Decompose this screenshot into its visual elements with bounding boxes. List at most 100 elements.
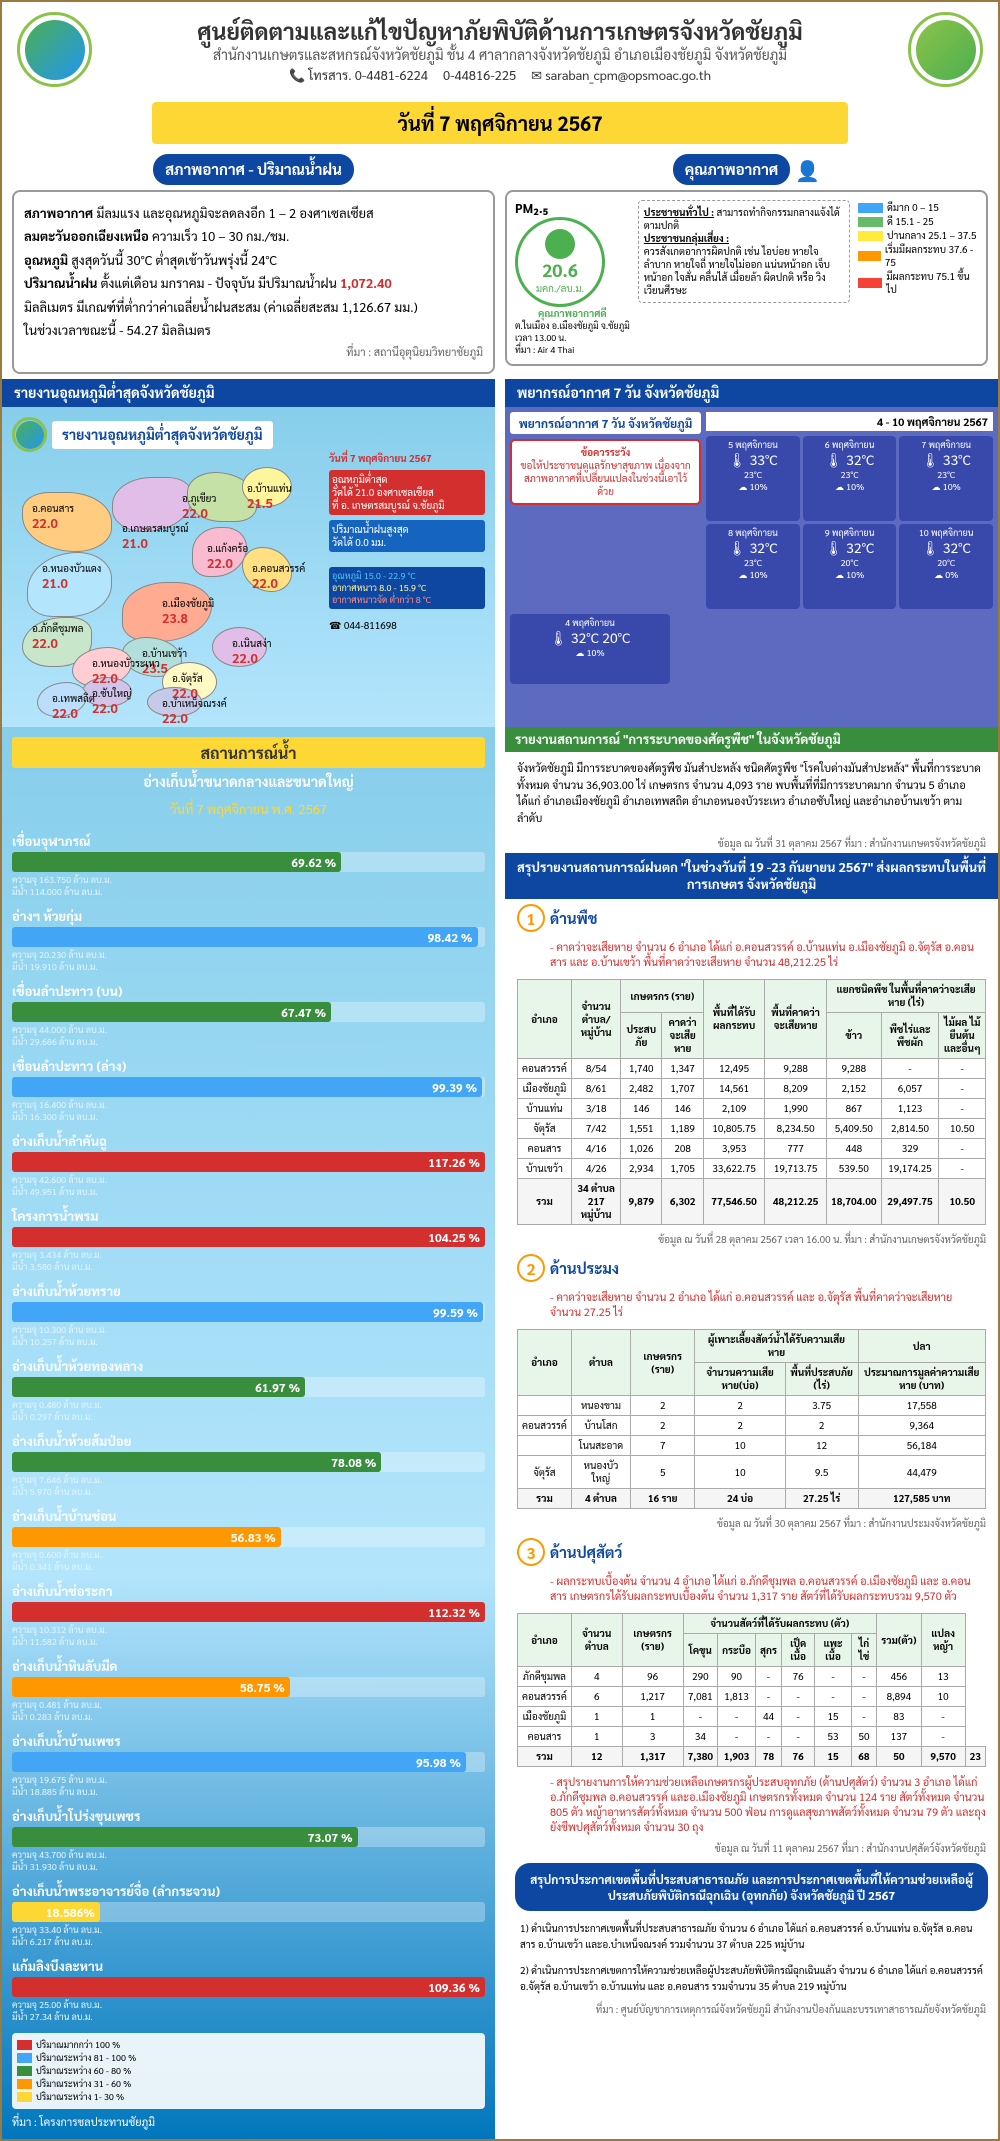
- reservoir-row: เขื่อนลำปะทาว (บน) 67.47 % ความจุ 44.000…: [12, 983, 485, 1048]
- district-label: อ.ซับใหญ่22.0: [92, 687, 131, 717]
- weather-header: สภาพอากาศ - ปริมาณน้ำฝน: [153, 154, 354, 185]
- table-row: คอนสวรรค์61,2177,0811,813----8,89410: [518, 1687, 986, 1707]
- reservoir-row: แก้มลิงบึงละหาน 109.36 % ความจุ 25.00 ล้…: [12, 1958, 485, 2023]
- page-subtitle: สำนักงานเกษตรและสหกรณ์จังหวัดชัยภูมิ ชั้…: [102, 46, 898, 64]
- forecast-banner: พยากรณ์อากาศ 7 วัน จังหวัดชัยภูมิ: [505, 379, 998, 407]
- district-label: อ.เมืองชัยภูมิ23.8: [162, 597, 214, 627]
- pest-banner: รายงานสถานการณ์ "การระบาดของศัตรูพืช" ใน…: [505, 727, 998, 752]
- weather-box: สภาพอากาศ มีลมแรง และอุณหภูมิจะลดลงอีก 1…: [12, 190, 495, 374]
- table-row: คอนสาร1334---5350137-: [518, 1727, 986, 1747]
- legend-item: ปานกลาง 25.1 – 37.5: [858, 229, 978, 242]
- pm25-box: PM₂.₅ 20.6 มคก./ลบ.ม. คุณภาพอากาศดี ต.ใน…: [505, 190, 988, 366]
- legend-item: ดี 15.1 - 25: [858, 215, 978, 228]
- forecast-card: 7 พฤศจิกายน🌡 33°C23°C☁ 10%: [899, 436, 993, 521]
- district-label: อ.เกษตรสมบูรณ์21.0: [122, 522, 188, 552]
- phone2: 0-44816-225: [443, 67, 516, 84]
- reservoir-row: โครงการน้ำพรม 104.25 % ความจุ 3.434 ล้าน…: [12, 1208, 485, 1273]
- logo-right: [908, 12, 983, 87]
- district-label: อ.ภูเขียว22.0: [182, 492, 216, 522]
- district-label: อ.แก้งคร้อ22.0: [207, 542, 248, 572]
- reservoir-row: อ่างเก็บน้ำห้วยทองหลาง 61.97 % ความจุ 0.…: [12, 1358, 485, 1423]
- district-label: อ.คอนสวรรค์22.0: [252, 562, 305, 592]
- temp-map-banner: รายงานอุณหภูมิต่ำสุดจังหวัดชัยภูมิ: [2, 379, 495, 407]
- district-label: อ.ภักดีชุมพล22.0: [32, 622, 83, 652]
- table-row: คอนสาร4/161,0262083,953777448329-: [518, 1139, 986, 1159]
- phone: 📞 โทรสาร. 0-4481-6224: [289, 67, 428, 84]
- legend-item: เริ่มมีผลกระทบ 37.6 - 75: [858, 243, 978, 269]
- reservoir-row: อ่างเก็บน้ำห้วยส้มป่อย 78.08 % ความจุ 7.…: [12, 1433, 485, 1498]
- smile-icon: [545, 229, 575, 259]
- legend-item: ปริมาณระหว่าง 60 - 80 %: [17, 2065, 480, 2077]
- legend-item: ปริมาณมากกว่า 100 %: [17, 2039, 480, 2051]
- crops-table: อำเภอจำนวนตำบล/หมู่บ้านเกษตรกร (ราย)พื้น…: [517, 979, 986, 1225]
- fish-table: อำเภอตำบลเกษตรกร (ราย)ผู้เพาะเลี้ยงสัตว์…: [517, 1329, 986, 1509]
- reservoir-row: เขื่อนลำปะทาว (ล่าง) 99.39 % ความจุ 16.4…: [12, 1058, 485, 1123]
- table-row: คอนสวรรค์บ้านโสก2229,364: [518, 1416, 986, 1436]
- temp-map: รายงานอุณหภูมิต่ำสุดจังหวัดชัยภูมิ: [2, 407, 495, 727]
- table-row: ภักดีชุมพล49629090-76--45613: [518, 1667, 986, 1687]
- district-label: อ.หนองบัวระเหว22.0: [92, 657, 160, 687]
- forecast-section: พยากรณ์อากาศ 7 วัน จังหวัดชัยภูมิ ข้อควร…: [505, 407, 998, 727]
- district-label: อ.เทพสถิต22.0: [52, 692, 95, 722]
- reservoir-row: อ่างเก็บน้ำบ้านช่อน 56.83 % ความจุ 0.600…: [12, 1508, 485, 1573]
- page-header: ศูนย์ติดตามและแก้ไขปัญหาภัยพิบัติด้านการ…: [2, 2, 998, 97]
- legend-item: ปริมาณระหว่าง 81 - 100 %: [17, 2052, 480, 2064]
- contact-row: 📞 โทรสาร. 0-4481-6224 0-44816-225 ✉ sara…: [102, 67, 898, 84]
- table-row: โนนสะอาด7101256,184: [518, 1436, 986, 1456]
- aqi-legend: ดีมาก 0 – 15ดี 15.1 - 25ปานกลาง 25.1 – 3…: [858, 200, 978, 356]
- table-row: บ้านแท่น3/181461462,1091,9908671,123-: [518, 1099, 986, 1119]
- water-title: สถานการณ์น้ำ: [12, 737, 485, 768]
- crops-title: 1ด้านพืช: [505, 899, 998, 937]
- legend-item: ปริมาณระหว่าง 1- 30 %: [17, 2091, 480, 2103]
- forecast-card: 10 พฤศจิกายน🌡 32°C20°C☁ 0%: [899, 524, 993, 609]
- page-title: ศูนย์ติดตามและแก้ไขปัญหาภัยพิบัติด้านการ…: [102, 16, 898, 46]
- water-section: สถานการณ์น้ำ อ่างเก็บน้ำขนาดกลางและขนาดใ…: [2, 727, 495, 2139]
- reservoir-row: อ่างเก็บน้ำพระอาจารย์จื่อ (ลำกระจวน) 18.…: [12, 1883, 485, 1948]
- table-row: หนองขาม223.7517,558: [518, 1396, 986, 1416]
- pm25-value: 20.6: [542, 259, 578, 282]
- district-label: อ.เนินสง่า22.0: [232, 637, 271, 667]
- reservoir-row: อ่างเก็บน้ำบ้านเพชร 95.98 % ความจุ 19.67…: [12, 1733, 485, 1798]
- table-row: บ้านเขว้า4/262,9341,70533,622.7519,713.7…: [518, 1159, 986, 1179]
- crops-damage: - คาดว่าจะเสียหาย จำนวน 6 อำเภอ ได้แก่ อ…: [505, 937, 998, 974]
- pest-text: จังหวัดชัยภูมิ มีการระบาดของศัตรูพืช มัน…: [505, 752, 998, 834]
- reservoir-row: เขื่อนจุฬาภรณ์ 69.62 % ความจุ 163.750 ล้…: [12, 833, 485, 898]
- fish-damage: - คาดว่าจะเสียหาย จำนวน 2 อำเภอ ได้แก่ อ…: [505, 1287, 998, 1324]
- reservoir-row: อ่างเก็บน้ำช่อระกา 112.32 % ความจุ 10.31…: [12, 1583, 485, 1648]
- forecast-card: 8 พฤศจิกายน🌡 32°C23°C☁ 10%: [706, 524, 800, 609]
- pm25-icon: 👤: [795, 157, 820, 183]
- district-label: อ.หนองบัวแดง21.0: [42, 562, 101, 592]
- water-legend: ปริมาณมากกว่า 100 %ปริมาณระหว่าง 81 - 10…: [12, 2033, 485, 2109]
- logo-left: [17, 12, 92, 87]
- flood-banner: สรุปรายงานสถานการณ์ฝนตก "ในช่วงวันที่ 19…: [505, 853, 998, 899]
- reservoir-row: อ่างเก็บน้ำหินลับมีด 58.75 % ความจุ 0.48…: [12, 1658, 485, 1723]
- forecast-card: 6 พฤศจิกายน🌡 32°C23°C☁ 10%: [803, 436, 897, 521]
- table-row: เมืองชัยภูมิ8/612,4821,70714,5618,2092,1…: [518, 1079, 986, 1099]
- district-label: อ.บ้านแท่น21.5: [247, 482, 292, 512]
- reservoir-row: อ่างฯ ห้วยกุ่ม 98.42 % ความจุ 20.230 ล้า…: [12, 908, 485, 973]
- forecast-card: 5 พฤศจิกายน🌡 33°C23°C☁ 10%: [706, 436, 800, 521]
- legend-item: ดีมาก 0 – 15: [858, 201, 978, 214]
- water-source: ที่มา : โครงการชลประทานชัยภูมิ: [12, 2114, 485, 2129]
- reservoir-row: อ่างเก็บน้ำห้วยทราย 99.59 % ความจุ 10.30…: [12, 1283, 485, 1348]
- table-row: เมืองชัยภูมิ11--44-15-83-: [518, 1707, 986, 1727]
- table-row: จัตุรัส7/421,5511,18910,805.758,234.505,…: [518, 1119, 986, 1139]
- district-label: อ.คอนสาร22.0: [32, 502, 74, 532]
- final-item1: 1) ดำเนินการประกาศเขตพื้นที่ประสบสาธารณภ…: [505, 1916, 998, 1958]
- final-banner: สรุปการประกาศเขตพื้นที่ประสบสาธารณภัย แล…: [515, 1863, 988, 1911]
- forecast-card: 9 พฤศจิกายน🌡 32°C20°C☁ 10%: [803, 524, 897, 609]
- fish-title: 2ด้านประมง: [505, 1249, 998, 1287]
- legend-item: มีผลกระทบ 75.1 ขึ้นไป: [858, 270, 978, 296]
- email: ✉ saraban_cpm@opsmoac.go.th: [531, 67, 711, 84]
- weather-source: ที่มา : สถานีอุตุนิยมวิทยาชัยภูมิ: [24, 342, 483, 362]
- table-row: จัตุรัสหนองบัวใหญ่5109.544,479: [518, 1456, 986, 1489]
- date-banner: วันที่ 7 พฤศจิกายน 2567: [152, 102, 848, 144]
- reservoir-row: อ่างเก็บน้ำโปร่งขุนเพชร 73.07 % ความจุ 4…: [12, 1808, 485, 1873]
- legend-item: ปริมาณระหว่าง 31 - 60 %: [17, 2078, 480, 2090]
- livestock-table: อำเภอจำนวนตำบลเกษตรกร (ราย)จำนวนสัตว์ที่…: [517, 1613, 986, 1767]
- livestock-damage: - ผลกระทบเบื้องต้น จำนวน 4 อำเภอ ได้แก่ …: [505, 1571, 998, 1608]
- livestock-title: 3ด้านปศุสัตว์: [505, 1533, 998, 1571]
- reservoir-row: อ่างเก็บน้ำลำคันฉู 117.26 % ความจุ 42.60…: [12, 1133, 485, 1198]
- table-row: คอนสวรรค์8/541,7401,34712,4959,2889,288-…: [518, 1059, 986, 1079]
- district-label: อ.บำเหน็จณรงค์22.0: [162, 697, 227, 727]
